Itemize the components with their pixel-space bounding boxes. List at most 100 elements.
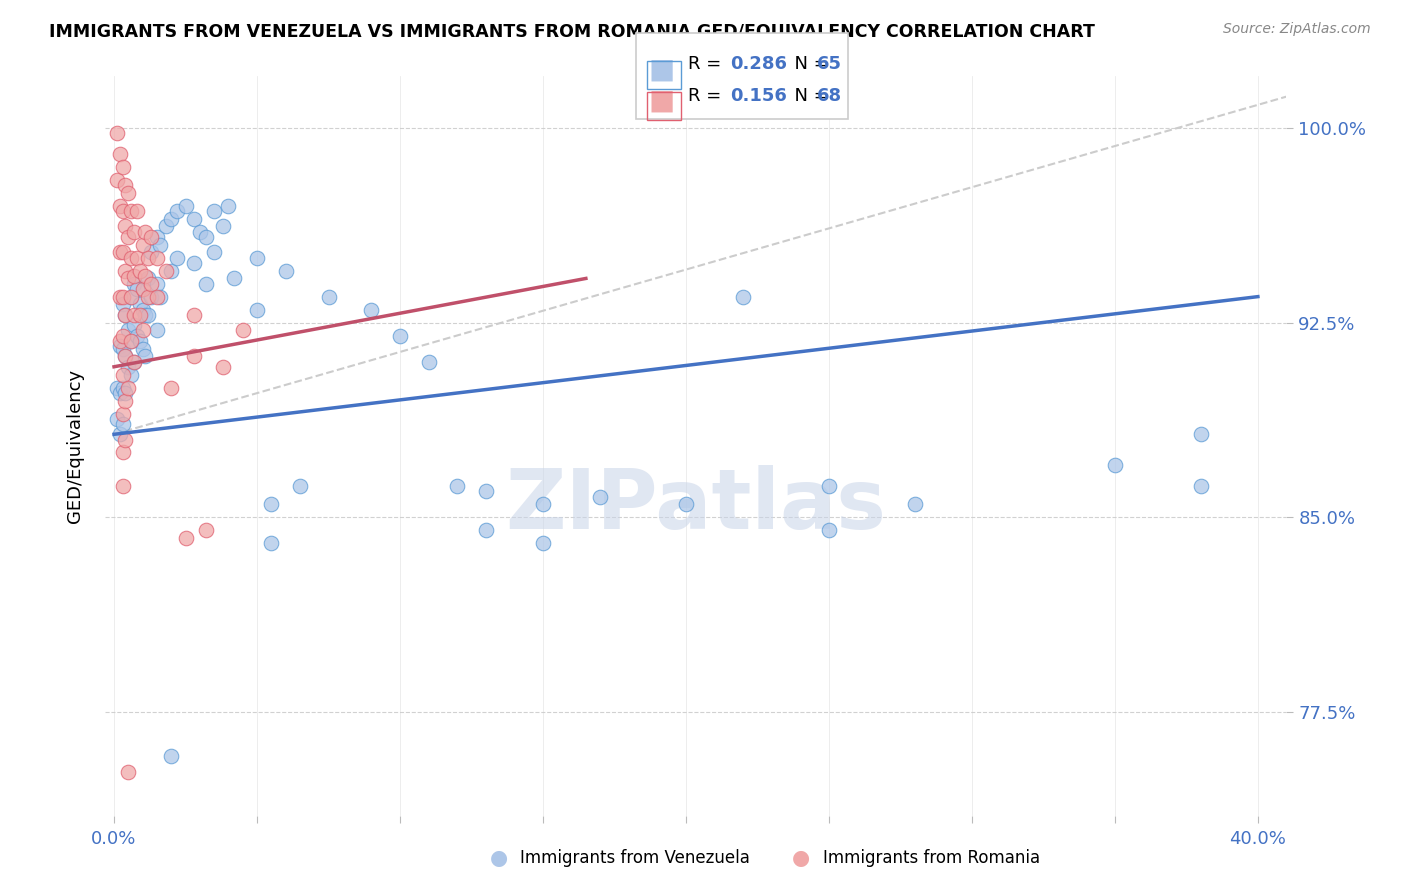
Point [120, 290, 142, 304]
Point [418, 354, 440, 368]
Point [120, 290, 142, 304]
Text: Source: ZipAtlas.com: Source: ZipAtlas.com [1223, 22, 1371, 37]
Point [108, 146, 131, 161]
Point [146, 251, 169, 265]
Point [589, 490, 612, 504]
Point [114, 393, 136, 408]
Y-axis label: GED/Equivalency: GED/Equivalency [66, 369, 84, 523]
Point [122, 308, 145, 322]
Point [194, 524, 217, 538]
Point [675, 498, 697, 512]
Point [260, 498, 283, 512]
Point [111, 245, 134, 260]
Point [733, 290, 755, 304]
Point [120, 334, 142, 348]
Point [108, 427, 131, 442]
Text: 0.156: 0.156 [730, 87, 786, 104]
Text: Immigrants from Venezuela: Immigrants from Venezuela [520, 849, 749, 867]
Point [1104, 458, 1126, 473]
Point [149, 290, 172, 304]
Point [134, 350, 156, 364]
Point [155, 263, 177, 277]
Point [232, 323, 254, 337]
Point [318, 290, 340, 304]
Point [105, 411, 128, 425]
Point [117, 380, 139, 394]
Text: 0.286: 0.286 [730, 55, 787, 73]
Point [183, 350, 205, 364]
Point [117, 230, 139, 244]
Point [155, 219, 177, 234]
Point [128, 263, 150, 277]
Point [105, 126, 128, 140]
Point [146, 290, 169, 304]
Point [128, 297, 150, 311]
Point [108, 334, 131, 348]
Point [122, 268, 145, 283]
Point [134, 308, 156, 322]
Text: ●: ● [491, 848, 508, 868]
Point [818, 524, 841, 538]
Point [141, 290, 163, 304]
Point [120, 334, 142, 348]
Point [141, 230, 163, 244]
Point [274, 263, 297, 277]
Point [111, 328, 134, 343]
Point [1189, 427, 1212, 442]
Text: IMMIGRANTS FROM VENEZUELA VS IMMIGRANTS FROM ROMANIA GED/EQUIVALENCY CORRELATION: IMMIGRANTS FROM VENEZUELA VS IMMIGRANTS … [49, 22, 1095, 40]
Point [146, 277, 169, 291]
Point [108, 245, 131, 260]
Point [475, 484, 498, 499]
Point [202, 245, 225, 260]
Point [531, 498, 554, 512]
Point [122, 354, 145, 368]
Point [120, 251, 142, 265]
Point [111, 203, 134, 218]
Point [122, 277, 145, 291]
Point [288, 479, 311, 493]
Text: R =: R = [688, 87, 727, 104]
Text: N =: N = [783, 55, 835, 73]
Point [138, 290, 160, 304]
Point [111, 479, 134, 493]
Point [217, 199, 239, 213]
Point [141, 277, 163, 291]
Point [160, 749, 183, 764]
Point [117, 359, 139, 374]
Point [166, 203, 188, 218]
Point [194, 277, 217, 291]
Point [818, 479, 841, 493]
Point [114, 178, 136, 192]
Point [125, 203, 148, 218]
Point [131, 237, 153, 252]
Point [108, 290, 131, 304]
Point [138, 251, 160, 265]
Point [131, 342, 153, 356]
Point [111, 380, 134, 394]
Point [174, 531, 197, 545]
Point [117, 186, 139, 200]
Point [160, 263, 183, 277]
Point [531, 536, 554, 550]
Text: ZIPatlas: ZIPatlas [506, 465, 886, 546]
Text: 65: 65 [817, 55, 842, 73]
Point [138, 308, 160, 322]
Point [131, 323, 153, 337]
Point [188, 225, 211, 239]
Point [111, 290, 134, 304]
Point [202, 203, 225, 218]
Point [160, 380, 183, 394]
Point [120, 368, 142, 382]
Point [114, 350, 136, 364]
Point [111, 445, 134, 459]
Point [125, 251, 148, 265]
Point [111, 368, 134, 382]
Point [128, 308, 150, 322]
Point [174, 199, 197, 213]
Point [120, 203, 142, 218]
Point [141, 245, 163, 260]
Point [360, 302, 382, 317]
Point [388, 328, 411, 343]
Point [111, 297, 134, 311]
Point [105, 380, 128, 394]
